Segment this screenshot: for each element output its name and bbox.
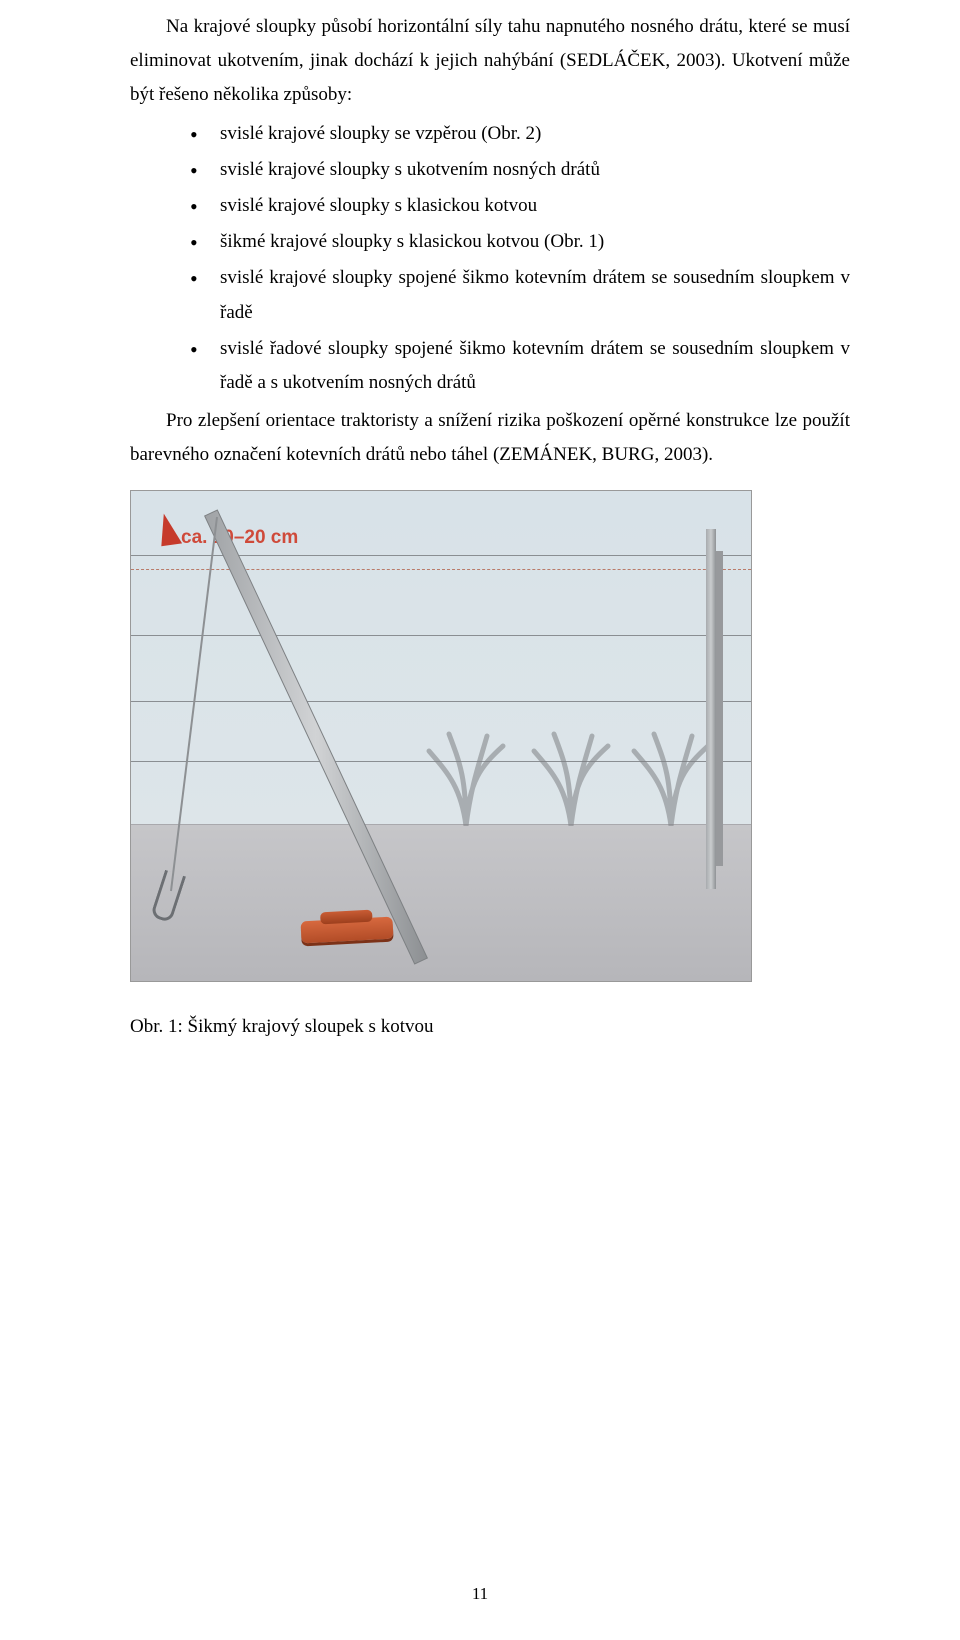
inclined-post <box>131 491 751 981</box>
figure-illustration: ca. 10–20 cm <box>130 490 752 982</box>
figure-container: ca. 10–20 cm Obr. 1: Šikmý krajo <box>130 490 850 1044</box>
bullet-list: svislé krajové sloupky se vzpěrou (Obr. … <box>130 117 850 401</box>
list-item: svislé krajové sloupky spojené šikmo kot… <box>190 261 850 329</box>
list-item: svislé krajové sloupky s klasickou kotvo… <box>190 189 850 223</box>
paragraph-intro: Na krajové sloupky působí horizontální s… <box>130 10 850 113</box>
list-item: šikmé krajové sloupky s klasickou kotvou… <box>190 225 850 259</box>
list-item: svislé krajové sloupky s ukotvením nosný… <box>190 153 850 187</box>
list-item: svislé řadové sloupky spojené šikmo kote… <box>190 332 850 400</box>
paragraph-closing: Pro zlepšení orientace traktoristy a sní… <box>130 404 850 472</box>
figure-caption: Obr. 1: Šikmý krajový sloupek s kotvou <box>130 1010 850 1044</box>
list-item: svislé krajové sloupky se vzpěrou (Obr. … <box>190 117 850 151</box>
page-number: 11 <box>0 1579 960 1610</box>
